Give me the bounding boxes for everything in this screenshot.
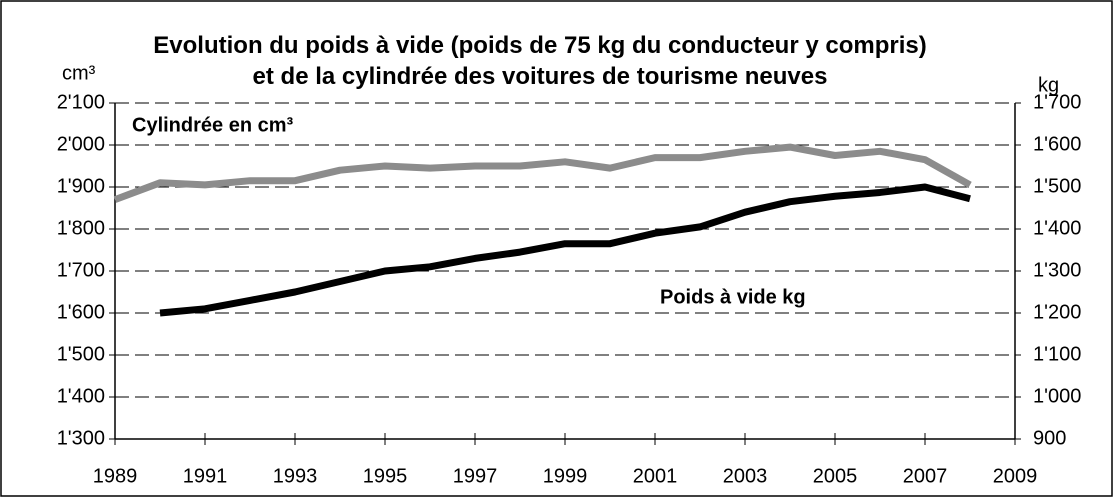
x-tick-label: 1993 [273, 465, 318, 487]
x-tick-label: 2003 [723, 465, 768, 487]
annotation: Cylindrée en cm³ [132, 114, 294, 136]
y-tick-label: 1'500 [57, 343, 105, 365]
y-tick-label: 1'900 [57, 175, 105, 197]
y-tick-label: 1'700 [57, 259, 105, 281]
x-tick-label: 1995 [363, 465, 408, 487]
y2-tick-label: 1'700 [1033, 91, 1081, 113]
y2-tick-label: 1'400 [1033, 217, 1081, 239]
y2-tick-label: 1'300 [1033, 259, 1081, 281]
y-tick-label: 1'800 [57, 217, 105, 239]
y2-tick-label: 900 [1033, 427, 1066, 449]
y-tick-label: 1'300 [57, 427, 105, 449]
x-tick-label: 1997 [453, 465, 498, 487]
y-tick-label: 1'600 [57, 301, 105, 323]
x-tick-label: 2009 [993, 465, 1038, 487]
x-tick-label: 2001 [633, 465, 678, 487]
y-tick-label: 1'400 [57, 385, 105, 407]
data-line [159, 183, 971, 317]
y2-tick-label: 1'000 [1033, 385, 1081, 407]
annotation: Poids à vide kg [660, 286, 806, 308]
x-tick-label: 2005 [813, 465, 858, 487]
chart-title: Evolution du poids à vide (poids de 75 k… [153, 32, 927, 90]
x-tick-label: 1991 [183, 465, 228, 487]
y2-tick-label: 1'200 [1033, 301, 1081, 323]
y2-axis-unit: kg [1038, 74, 1059, 96]
y2-tick-label: 1'500 [1033, 175, 1081, 197]
y-axis-unit: cm³ [62, 62, 96, 84]
y-tick-label: 2'100 [57, 91, 105, 113]
x-tick-label: 1999 [543, 465, 588, 487]
x-tick-label: 1989 [93, 465, 138, 487]
y2-tick-label: 1'100 [1033, 343, 1081, 365]
y-tick-label: 2'000 [57, 133, 105, 155]
data-line [113, 143, 972, 203]
x-tick-label: 2007 [903, 465, 948, 487]
y2-tick-label: 1'600 [1033, 133, 1081, 155]
